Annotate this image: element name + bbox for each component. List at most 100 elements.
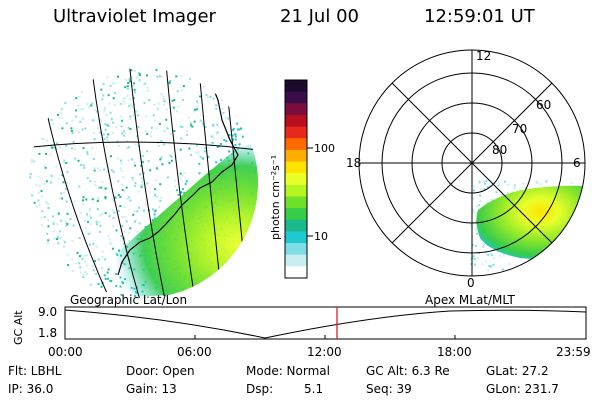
- polar-speckle-dot: [576, 264, 579, 267]
- geo-speckle-dot: [143, 210, 145, 212]
- geo-speckle-dot: [168, 161, 171, 164]
- geo-speckle-dot: [106, 136, 109, 139]
- geo-speckle-dot: [209, 95, 212, 98]
- geo-speckle-dot: [132, 179, 135, 182]
- geo-speckle-dot: [117, 145, 120, 147]
- geo-speckle-dot: [37, 199, 40, 202]
- geo-speckle-dot: [155, 167, 158, 170]
- geo-speckle-dot: [133, 161, 136, 164]
- geo-speckle-dot: [60, 192, 63, 195]
- polar-speckle-dot: [573, 215, 576, 218]
- colorbar-segment: [285, 103, 307, 116]
- geo-speckle-dot: [176, 90, 179, 93]
- altitude-x-tick-0600: 06:00: [177, 345, 212, 359]
- geo-speckle-dot: [224, 116, 227, 119]
- polar-speckle-dot: [507, 192, 509, 195]
- polar-speckle-dot: [478, 180, 481, 183]
- polar-mlt-0: 0: [467, 276, 475, 290]
- geo-speckle-dot: [66, 223, 69, 225]
- geo-speckle-dot: [160, 93, 163, 96]
- geo-speckle-dot: [234, 143, 237, 146]
- geo-speckle-dot: [105, 114, 108, 117]
- geo-speckle-dot: [133, 114, 135, 117]
- geo-speckle-dot: [78, 95, 81, 98]
- polar-speckle-dot: [537, 265, 539, 267]
- geo-speckle-dot: [117, 180, 120, 183]
- geo-speckle-dot: [143, 208, 146, 211]
- geo-speckle-dot: [107, 94, 110, 97]
- geo-speckle-dot: [91, 147, 94, 149]
- geo-speckle-dot: [84, 219, 87, 222]
- geo-speckle-dot: [120, 162, 123, 165]
- geo-speckle-dot: [256, 165, 258, 168]
- geo-speckle-dot: [195, 151, 198, 154]
- geo-speckle-dot: [66, 182, 69, 184]
- geo-speckle-dot: [202, 85, 205, 88]
- geo-speckle-dot: [126, 85, 129, 88]
- polar-speckle-dot: [536, 180, 539, 183]
- geo-speckle-dot: [50, 118, 53, 121]
- colorbar-ticks: [307, 147, 313, 237]
- geo-speckle-dot: [38, 203, 41, 206]
- geo-speckle-dot: [172, 106, 175, 109]
- geo-speckle-dot: [210, 143, 213, 145]
- geo-speckle-dot: [110, 118, 113, 120]
- polar-speckle-dot: [559, 234, 562, 237]
- geo-speckle-dot: [102, 94, 105, 97]
- altitude-x-ticks: [194, 335, 456, 339]
- geo-speckle-dot: [58, 116, 61, 119]
- geo-speckle-dot: [75, 97, 78, 99]
- geo-speckle-dot: [43, 164, 46, 167]
- geo-speckle-dot: [78, 131, 81, 133]
- geo-speckle-dot: [103, 109, 106, 112]
- geo-speckle-dot: [83, 254, 86, 257]
- polar-speckle-dot: [487, 269, 490, 272]
- geo-speckle-dot: [92, 158, 95, 160]
- geo-speckle-dot: [144, 226, 147, 228]
- geo-speckle-dot: [112, 121, 114, 124]
- geo-speckle-dot: [237, 128, 239, 131]
- geo-speckle-dot: [121, 189, 124, 191]
- geo-speckle-dot: [120, 216, 123, 219]
- geo-speckle-dot: [119, 195, 122, 198]
- geo-speckle-dot: [35, 183, 38, 186]
- geo-speckle-dot: [101, 250, 104, 253]
- geo-speckle-dot: [249, 226, 252, 228]
- polar-speckle-dot: [508, 262, 511, 265]
- geo-speckle-dot: [31, 194, 34, 197]
- polar-speckle-dot: [473, 258, 476, 261]
- geo-speckle-dot: [118, 249, 120, 252]
- geo-speckle-dot: [87, 106, 90, 109]
- geo-coastline: [117, 68, 239, 276]
- polar-speckle-dot: [551, 245, 553, 248]
- geo-speckle-dot: [72, 140, 75, 143]
- geo-speckle-dot: [234, 133, 237, 136]
- geo-speckle-dot: [199, 155, 202, 158]
- geo-speckle-dot: [52, 146, 54, 149]
- geo-speckle-dot: [40, 216, 43, 219]
- geo-speckle-dot: [92, 131, 95, 134]
- geo-speckle-dot: [215, 104, 218, 107]
- geo-speckle-dot: [57, 212, 60, 215]
- geo-speckle-dot: [232, 138, 235, 141]
- geo-speckle-dot: [196, 101, 199, 104]
- geo-speckle-dot: [84, 271, 87, 274]
- info-mode: Mode: Normal: [246, 364, 330, 378]
- polar-speckle-dot: [470, 224, 473, 227]
- geo-speckle-dot: [65, 122, 68, 125]
- geo-speckle-dot: [56, 238, 58, 241]
- geo-speckle-dot: [101, 181, 104, 183]
- geo-speckle-dot: [94, 109, 97, 112]
- geo-speckle-dot: [97, 208, 99, 210]
- geo-speckle-dot: [60, 108, 63, 110]
- geo-speckle-dot: [131, 106, 134, 109]
- polar-speckle-dot: [568, 247, 571, 250]
- geo-speckle-dot: [196, 100, 199, 103]
- geo-speckle-dot: [90, 104, 93, 107]
- geo-speckle-dot: [88, 214, 91, 217]
- geo-speckle-dot: [104, 212, 107, 215]
- colorbar-segment: [285, 149, 307, 163]
- geo-speckle-dot: [128, 232, 131, 234]
- geo-speckle-dot: [81, 117, 84, 120]
